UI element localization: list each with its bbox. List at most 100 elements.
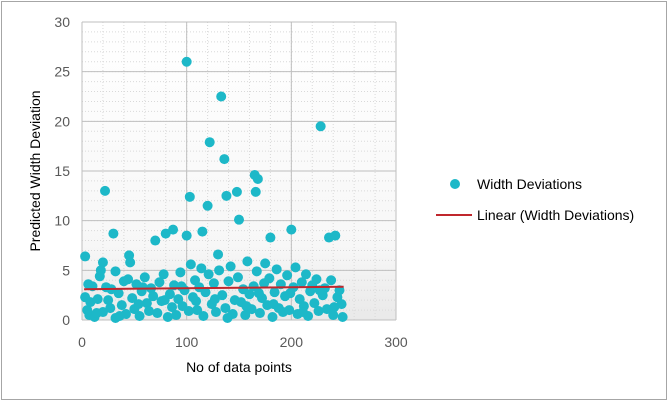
data-point	[248, 281, 259, 292]
data-point	[137, 282, 148, 293]
y-tick-label: 15	[54, 163, 70, 179]
data-point	[328, 310, 339, 321]
x-tick-label: 0	[78, 334, 86, 350]
data-point	[192, 305, 203, 316]
data-point	[139, 272, 150, 283]
data-point	[296, 277, 307, 288]
data-point	[251, 266, 262, 277]
legend: Width Deviations Linear (Width Deviation…	[436, 176, 634, 223]
y-tick-label: 0	[62, 312, 70, 328]
data-point	[198, 311, 209, 322]
data-point	[271, 264, 282, 275]
data-point	[103, 295, 114, 306]
data-point	[171, 310, 182, 321]
data-point	[213, 249, 224, 260]
data-point	[110, 266, 121, 277]
trendline	[84, 285, 344, 291]
data-point	[234, 214, 244, 225]
y-tick-label: 25	[54, 64, 70, 80]
data-point	[337, 312, 348, 323]
data-point	[100, 185, 111, 196]
data-point	[209, 294, 220, 305]
legend-label-linear: Linear (Width Deviations)	[477, 207, 634, 223]
x-tick-labels: 0 100 200 300	[78, 334, 408, 350]
data-point	[154, 277, 165, 288]
data-point	[181, 56, 192, 67]
y-tick-label: 5	[62, 262, 70, 278]
data-point	[242, 256, 253, 267]
trendline-linear	[84, 285, 344, 291]
data-point	[184, 191, 195, 202]
data-point	[240, 310, 251, 321]
data-point	[222, 313, 233, 324]
data-point	[202, 200, 213, 211]
data-point	[191, 296, 202, 307]
data-point	[80, 251, 91, 262]
x-tick-label: 100	[175, 334, 199, 350]
data-point	[92, 294, 103, 305]
data-point	[148, 291, 159, 302]
data-point	[116, 300, 127, 311]
data-point	[181, 230, 192, 241]
data-point	[97, 257, 108, 268]
data-point	[264, 273, 275, 284]
data-point	[217, 290, 228, 301]
legend-label-width-deviations: Width Deviations	[477, 176, 582, 192]
data-point	[225, 261, 236, 272]
data-point	[250, 186, 261, 197]
data-point	[253, 288, 264, 299]
data-point	[91, 308, 102, 319]
data-point	[311, 274, 322, 285]
data-point	[221, 190, 232, 201]
data-point	[134, 311, 145, 322]
data-point	[162, 312, 173, 323]
data-point	[216, 91, 227, 102]
data-point	[175, 267, 186, 278]
data-point	[309, 298, 320, 309]
data-point	[150, 235, 161, 246]
data-point	[286, 224, 297, 235]
data-point	[133, 299, 144, 310]
data-point	[176, 281, 187, 292]
data-point	[196, 263, 207, 274]
data-point	[167, 302, 178, 313]
data-point	[152, 308, 163, 319]
data-point	[208, 278, 219, 289]
data-point	[105, 303, 116, 314]
major-gridlines	[81, 21, 397, 321]
data-point	[231, 186, 242, 197]
data-point	[204, 137, 215, 148]
data-point	[203, 269, 214, 280]
data-point	[315, 121, 326, 132]
data-point	[159, 295, 170, 306]
data-point	[330, 230, 341, 241]
data-point	[268, 299, 279, 310]
legend-marker-width-deviations	[450, 179, 460, 189]
data-points	[80, 56, 348, 324]
data-point	[158, 269, 169, 280]
data-point	[141, 298, 152, 309]
data-point	[244, 289, 255, 300]
data-point	[83, 279, 94, 290]
y-axis-title: Predicted Width Deviation	[27, 90, 43, 251]
data-point	[223, 276, 234, 287]
data-point	[185, 259, 196, 270]
data-point	[329, 302, 340, 313]
data-point	[267, 312, 278, 323]
x-tick-label: 300	[384, 334, 408, 350]
data-point	[113, 288, 124, 299]
data-point	[143, 306, 154, 317]
data-point	[160, 228, 171, 239]
data-point	[300, 269, 311, 280]
data-point	[232, 272, 243, 283]
data-point	[200, 287, 211, 298]
data-point	[123, 274, 134, 285]
data-point	[125, 257, 136, 268]
x-tick-label: 200	[280, 334, 304, 350]
x-axis-title: No of data points	[186, 359, 292, 375]
data-point	[252, 173, 263, 184]
data-point	[260, 258, 271, 269]
y-tick-label: 10	[54, 213, 70, 229]
data-point	[326, 275, 337, 286]
